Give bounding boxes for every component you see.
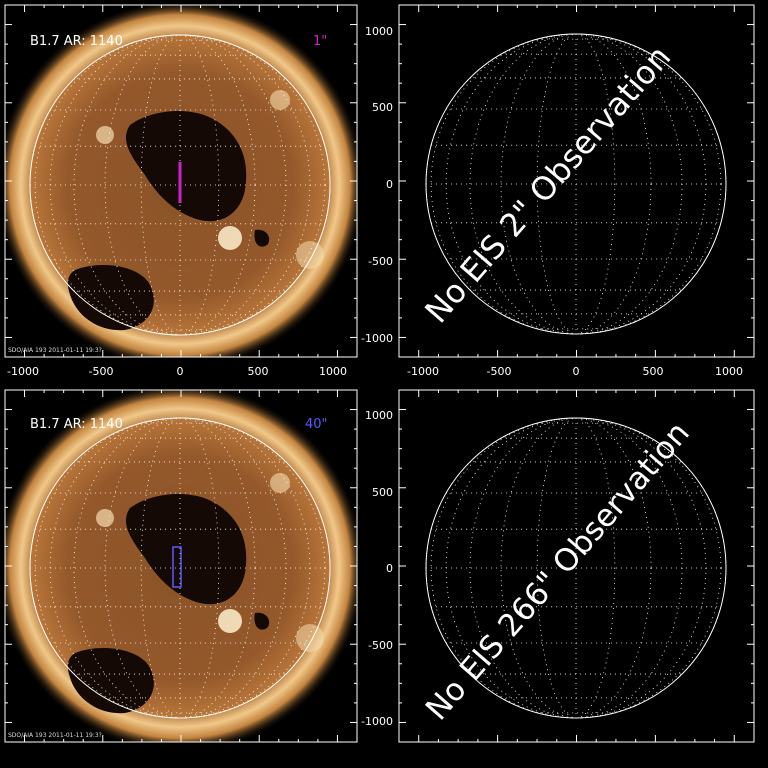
y-tick-label: 1000 bbox=[365, 409, 393, 422]
x-tick-label: -500 bbox=[487, 365, 512, 378]
y-tick-label: -1000 bbox=[361, 332, 393, 345]
y-tick-label: -500 bbox=[368, 639, 393, 652]
axis-ticks bbox=[398, 389, 755, 743]
flare-ar-label: B1.7 AR: 1140 bbox=[30, 34, 123, 49]
panel-bottom-right: No EIS 266" Observation 1000 500 0 -500 … bbox=[361, 389, 755, 743]
axis-ticks bbox=[4, 389, 358, 743]
heliographic-grid bbox=[29, 417, 331, 719]
coronal-hole-center bbox=[125, 493, 247, 605]
longitude-line bbox=[104, 417, 256, 719]
axis-ticks bbox=[398, 4, 755, 358]
eis-raster-box bbox=[172, 546, 182, 588]
longitude-line bbox=[469, 33, 683, 335]
longitude-line bbox=[140, 34, 220, 336]
x-tick-label: 1000 bbox=[715, 365, 743, 378]
longitude-line bbox=[500, 33, 652, 335]
longitude-line bbox=[425, 33, 727, 335]
heliographic-grid bbox=[425, 33, 727, 335]
y-tick-label: 0 bbox=[386, 562, 393, 575]
raster-width-label: 40" bbox=[305, 417, 328, 432]
instrument-footer: SDO/AIA 193 2011-01-11 19:3? bbox=[8, 347, 102, 354]
longitude-line bbox=[73, 417, 287, 719]
flare-ar-label: B1.7 AR: 1140 bbox=[30, 417, 123, 432]
x-tick-label: -1000 bbox=[407, 365, 439, 378]
x-axis-labels-top-left: -1000 -500 0 500 1000 bbox=[7, 365, 347, 378]
x-tick-label: 1000 bbox=[319, 365, 347, 378]
y-tick-label: -500 bbox=[368, 255, 393, 268]
x-tick-label: 500 bbox=[248, 365, 269, 378]
panel-top-right: No EIS 2" Observation 1000 500 0 -500 -1… bbox=[361, 4, 755, 378]
longitude-line bbox=[469, 417, 683, 719]
longitude-line bbox=[29, 34, 331, 336]
y-axis-labels-top-right: 1000 500 0 -500 -1000 bbox=[361, 25, 393, 345]
coronal-hole-south bbox=[67, 648, 154, 714]
x-tick-label: -500 bbox=[89, 365, 114, 378]
panel-bottom-left: B1.7 AR: 1140 40" SDO/AIA 193 2011-01-11… bbox=[4, 389, 358, 743]
axis-ticks bbox=[4, 4, 358, 358]
y-axis-labels-bottom-right: 1000 500 0 -500 -1000 bbox=[361, 409, 393, 728]
longitude-line bbox=[500, 417, 652, 719]
x-tick-label: 0 bbox=[573, 365, 580, 378]
longitude-line bbox=[536, 33, 616, 335]
slit-width-label: 1" bbox=[313, 34, 327, 49]
coronal-hole-south bbox=[67, 265, 154, 331]
y-tick-label: 1000 bbox=[365, 25, 393, 38]
longitude-line bbox=[536, 417, 616, 719]
coronal-hole-center bbox=[125, 110, 247, 222]
longitude-line bbox=[425, 417, 727, 719]
x-tick-label: 0 bbox=[177, 365, 184, 378]
panel-top-left: B1.7 AR: 1140 1" SDO/AIA 193 2011-01-11 … bbox=[4, 4, 358, 378]
x-tick-label: -1000 bbox=[7, 365, 39, 378]
y-tick-label: 500 bbox=[372, 486, 393, 499]
bright-region bbox=[218, 226, 242, 250]
x-axis-labels-top-right: -1000 -500 0 500 1000 bbox=[407, 365, 743, 378]
longitude-line bbox=[104, 34, 256, 336]
longitude-line bbox=[34, 34, 326, 336]
longitude-line bbox=[29, 417, 331, 719]
y-tick-label: 0 bbox=[386, 178, 393, 191]
longitude-line bbox=[34, 417, 326, 719]
y-tick-label: 500 bbox=[372, 101, 393, 114]
instrument-footer: SDO/AIA 193 2011-01-11 19:3? bbox=[8, 732, 102, 739]
x-tick-label: 500 bbox=[643, 365, 664, 378]
heliographic-grid bbox=[425, 417, 727, 719]
y-tick-label: -1000 bbox=[361, 715, 393, 728]
bright-region bbox=[218, 609, 242, 633]
longitude-line bbox=[73, 34, 287, 336]
longitude-line bbox=[140, 417, 220, 719]
